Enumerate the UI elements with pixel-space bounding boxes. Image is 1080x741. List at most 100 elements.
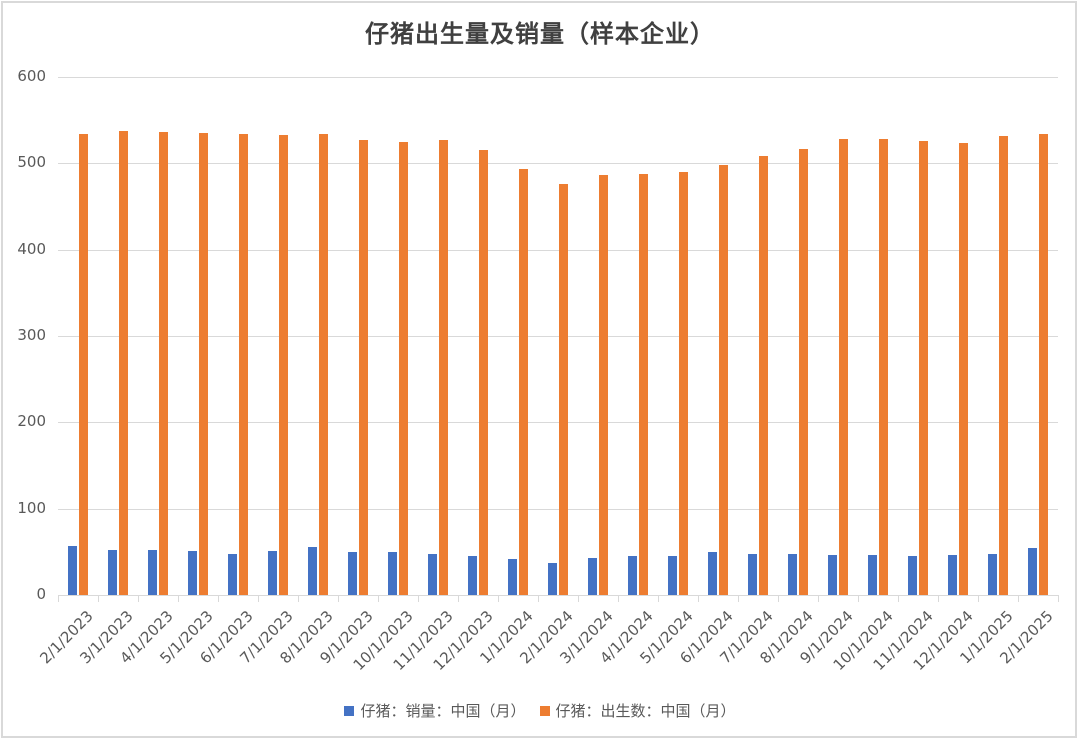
bar-sales[interactable]: [148, 550, 157, 595]
gridline: [58, 508, 1058, 510]
x-tick-mark: [418, 595, 419, 602]
x-tick-mark: [1058, 595, 1059, 602]
bar-sales[interactable]: [308, 546, 317, 595]
bar-sales[interactable]: [468, 556, 477, 595]
legend-swatch-orange: [539, 705, 550, 716]
bar-births[interactable]: [719, 165, 728, 595]
x-tick-mark: [378, 595, 379, 602]
bar-sales[interactable]: [748, 553, 757, 595]
bar-sales[interactable]: [508, 558, 517, 595]
x-tick-mark: [938, 595, 939, 602]
bar-sales[interactable]: [68, 545, 77, 595]
bar-births[interactable]: [159, 132, 168, 595]
x-tick-mark: [338, 595, 339, 602]
x-tick-mark: [1018, 595, 1019, 602]
x-tick-mark: [698, 595, 699, 602]
gridline: [58, 249, 1058, 251]
bar-sales[interactable]: [828, 555, 837, 595]
bar-births[interactable]: [439, 140, 448, 595]
bar-sales[interactable]: [108, 550, 117, 595]
bar-sales[interactable]: [628, 556, 637, 595]
bar-sales[interactable]: [428, 553, 437, 595]
x-tick-mark: [138, 595, 139, 602]
bar-sales[interactable]: [1028, 547, 1037, 595]
bar-births[interactable]: [559, 184, 568, 595]
bar-births[interactable]: [519, 169, 528, 595]
x-tick-mark: [458, 595, 459, 602]
bar-births[interactable]: [679, 171, 688, 595]
bar-births[interactable]: [839, 139, 848, 595]
x-tick-mark: [578, 595, 579, 602]
y-tick-label: 0: [36, 585, 46, 603]
bar-sales[interactable]: [788, 553, 797, 595]
bar-births[interactable]: [79, 133, 88, 595]
gridline: [58, 422, 1058, 424]
legend-item-sales[interactable]: 仔猪：销量：中国（月）: [344, 700, 526, 721]
chart-title: 仔猪出生量及销量（样本企业）: [365, 20, 715, 48]
bar-births[interactable]: [799, 148, 808, 595]
x-tick-mark: [738, 595, 739, 602]
bar-births[interactable]: [1039, 133, 1048, 595]
x-tick-mark: [178, 595, 179, 602]
bar-sales[interactable]: [268, 550, 277, 595]
bar-births[interactable]: [919, 140, 928, 595]
x-tick-mark: [818, 595, 819, 602]
bar-sales[interactable]: [588, 557, 597, 595]
bar-births[interactable]: [319, 133, 328, 595]
bar-births[interactable]: [279, 134, 288, 595]
bar-sales[interactable]: [868, 555, 877, 595]
bar-births[interactable]: [879, 139, 888, 595]
bar-births[interactable]: [639, 173, 648, 595]
bar-sales[interactable]: [908, 556, 917, 595]
y-tick-label: 300: [17, 326, 46, 344]
bar-births[interactable]: [239, 133, 248, 595]
x-tick-mark: [218, 595, 219, 602]
y-tick-label: 200: [17, 412, 46, 431]
y-tick-label: 500: [17, 153, 46, 172]
bar-sales[interactable]: [948, 555, 957, 595]
gridline: [58, 77, 1058, 78]
x-tick-mark: [658, 595, 659, 602]
y-tick-label: 400: [17, 239, 46, 258]
bar-births[interactable]: [999, 135, 1008, 595]
bar-sales[interactable]: [388, 551, 397, 595]
bar-births[interactable]: [759, 156, 768, 595]
plot-area: 0 100 200 300 400 500 600 2/1/2023 3/1/2023 4/1/2…: [17, 67, 1059, 674]
x-tick-mark: [298, 595, 299, 602]
y-tick-label: 100: [17, 498, 46, 517]
legend-label: 仔猪：销量：中国（月）: [360, 702, 526, 720]
x-tick-mark: [538, 595, 539, 602]
x-tick-mark: [58, 595, 59, 602]
bar-births[interactable]: [359, 140, 368, 595]
x-tick-mark: [98, 595, 99, 602]
x-tick-mark: [498, 595, 499, 602]
x-tick-mark: [898, 595, 899, 602]
bar-sales[interactable]: [708, 551, 717, 595]
legend-label: 仔猪：出生数：中国（月）: [555, 702, 736, 720]
bar-births[interactable]: [479, 149, 488, 595]
gridline: [58, 163, 1058, 165]
bar-births[interactable]: [399, 141, 408, 595]
bar-sales[interactable]: [188, 550, 197, 595]
bar-sales[interactable]: [988, 553, 997, 595]
gridline: [58, 336, 1058, 337]
bar-sales[interactable]: [228, 553, 237, 595]
x-tick-mark: [618, 595, 619, 602]
bar-sales[interactable]: [548, 563, 557, 595]
x-tick-mark: [858, 595, 859, 602]
y-tick-label: 600: [17, 67, 46, 85]
legend-item-births[interactable]: 仔猪：出生数：中国（月）: [539, 700, 736, 721]
bar-sales[interactable]: [348, 551, 357, 595]
x-axis: [58, 595, 1058, 596]
x-tick-mark: [258, 595, 259, 602]
legend-swatch-blue: [344, 705, 355, 716]
bar-births[interactable]: [599, 174, 608, 595]
bar-sales[interactable]: [668, 556, 677, 595]
bar-births[interactable]: [199, 133, 208, 595]
x-tick-mark: [978, 595, 979, 602]
bar-births[interactable]: [119, 131, 128, 595]
x-tick-mark: [778, 595, 779, 602]
legend: 仔猪：销量：中国（月） 仔猪：出生数：中国（月）: [0, 700, 1080, 721]
bar-births[interactable]: [959, 142, 968, 595]
